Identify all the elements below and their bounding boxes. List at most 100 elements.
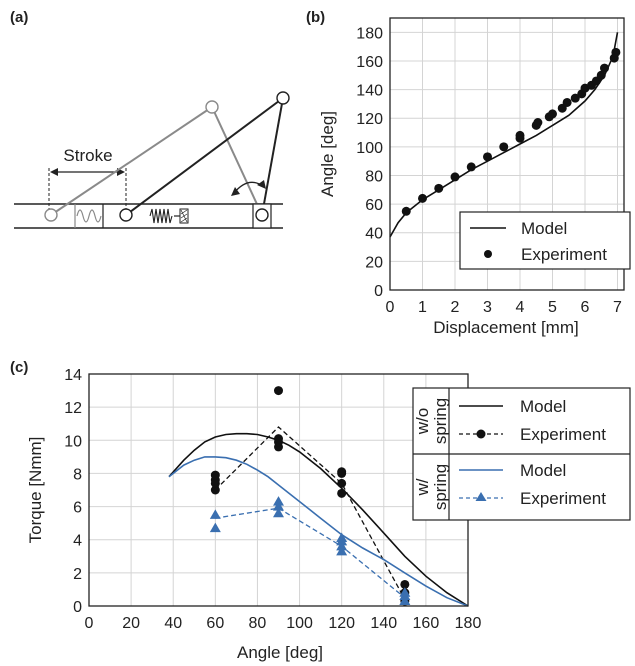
y-tick-label: 160 — [356, 54, 383, 71]
y-tick-label: 140 — [356, 83, 383, 100]
legend-b-experiment-label: Experiment — [521, 245, 607, 264]
data-point-circle — [418, 193, 427, 203]
legend-c-w-experiment-label: Experiment — [520, 489, 606, 508]
panel-c-series — [168, 386, 469, 607]
panel-b-y-axis-label: Angle [deg] — [318, 111, 337, 197]
panel-a-mechanism-diagram: (a) Stroke — [10, 9, 290, 229]
data-point-triangle — [273, 507, 284, 518]
panel-b-legend: Model Experiment — [459, 211, 631, 270]
panel-c-legend: w/o spring w/ spring Model Experiment Mo… — [412, 387, 631, 521]
data-point-triangle — [336, 532, 348, 543]
data-point-triangle — [209, 522, 221, 533]
x-tick-label: 100 — [286, 615, 313, 632]
data-point-circle — [548, 109, 557, 119]
panel-b-plot-frame — [389, 17, 625, 291]
data-point-circle — [434, 183, 444, 193]
data-point-circle — [210, 470, 220, 480]
data-point-circle — [483, 152, 492, 162]
data-point-triangle — [399, 595, 411, 606]
x-tick-label: 40 — [164, 615, 182, 632]
y-tick-label: 20 — [365, 254, 383, 271]
joint-black-top-icon — [276, 91, 290, 105]
y-tick-label: 0 — [73, 599, 82, 616]
panel-b-angle-vs-displacement-chart: (b) 0 1 2 3 4 5 6 7 0 20 40 60 80 100 120 140 160 180 Dis… — [306, 9, 631, 337]
data-point-circle — [210, 485, 220, 495]
link-black-lower — [125, 97, 284, 216]
data-point-circle — [533, 118, 543, 128]
y-tick-label: 14 — [64, 367, 82, 384]
spring-anchor-hatch — [180, 209, 188, 223]
y-tick-label: 100 — [356, 140, 383, 157]
panel-c-x-axis-label: Angle [deg] — [237, 643, 323, 662]
y-tick-label: 120 — [356, 111, 383, 128]
x-tick-label: 0 — [85, 615, 94, 632]
data-point-circle — [274, 386, 283, 396]
data-point-circle — [401, 206, 411, 216]
y-tick-label: 80 — [365, 168, 383, 185]
legend-c-group-wo-line1: w/o — [413, 408, 432, 435]
x-tick-label: 20 — [122, 615, 140, 632]
panel-b-tick-labels: 0 1 2 3 4 5 6 7 0 20 40 60 80 100 120 140 160 180 — [356, 25, 622, 316]
stroke-label: Stroke — [63, 146, 112, 165]
data-point-circle — [274, 434, 283, 444]
data-point-triangle — [273, 496, 284, 506]
x-tick-label: 5 — [548, 299, 557, 316]
series-line-model — [389, 32, 619, 238]
spring-anchor-block — [179, 208, 189, 224]
x-tick-label: 80 — [249, 615, 267, 632]
data-point-circle — [611, 47, 621, 57]
stroke-arrowhead-left-icon — [50, 168, 58, 176]
data-point-triangle — [273, 501, 284, 511]
panel-b-series — [389, 32, 621, 238]
link-gray-upper — [211, 106, 263, 216]
legend-c-wo-experiment-label: Experiment — [520, 425, 606, 444]
data-point-circle — [562, 97, 572, 107]
y-tick-label: 180 — [356, 25, 383, 42]
data-point-circle — [400, 579, 410, 589]
data-point-triangle — [209, 509, 221, 519]
y-tick-label: 4 — [73, 533, 82, 550]
legend-c-w-experiment-marker — [475, 492, 487, 501]
panel-b-legend-box — [459, 211, 631, 270]
panel-b-label: (b) — [306, 9, 325, 26]
joint-gray-slider-icon — [44, 208, 58, 222]
panel-c-label: (c) — [10, 359, 28, 376]
y-tick-label: 6 — [73, 500, 82, 517]
data-point-triangle — [399, 587, 411, 597]
panel-c-y-axis-label: Torque [Nmm] — [26, 437, 45, 544]
data-point-triangle — [336, 545, 348, 556]
legend-c-group-w-line2: spring — [431, 464, 450, 510]
x-tick-label: 120 — [328, 615, 355, 632]
data-point-circle — [515, 130, 525, 140]
x-tick-label: 0 — [386, 299, 395, 316]
x-tick-label: 7 — [613, 299, 622, 316]
y-tick-label: 10 — [64, 433, 82, 450]
spring-compressed-icon — [149, 208, 173, 224]
x-tick-label: 4 — [516, 299, 525, 316]
joint-black-slider-icon — [119, 208, 133, 222]
link-black-upper — [261, 97, 284, 216]
data-point-circle — [570, 93, 580, 103]
legend-b-experiment-swatch — [484, 250, 492, 258]
x-tick-label: 6 — [581, 299, 590, 316]
x-tick-label: 180 — [455, 615, 482, 632]
y-tick-label: 8 — [73, 466, 82, 483]
y-tick-label: 0 — [374, 283, 383, 300]
panel-c-torque-vs-angle-chart: (c) 0 20 40 60 80 100 120 140 160 18002468101214 … — [10, 359, 631, 662]
x-tick-label: 1 — [418, 299, 427, 316]
joint-gray-top-icon — [205, 100, 219, 114]
data-point-circle — [466, 162, 476, 172]
panel-b-x-axis-label: Displacement [mm] — [433, 318, 578, 337]
x-tick-label: 140 — [370, 615, 397, 632]
pivot-joint-icon — [255, 208, 269, 222]
data-point-circle — [499, 142, 509, 152]
panel-c-plot-frame — [88, 373, 469, 607]
legend-c-wo-model-label: Model — [520, 397, 566, 416]
data-point-circle — [450, 172, 460, 182]
data-point-circle — [600, 63, 609, 73]
data-point-circle — [337, 467, 347, 477]
link-gray-lower — [50, 106, 213, 216]
x-tick-label: 3 — [483, 299, 492, 316]
y-tick-label: 60 — [365, 197, 383, 214]
